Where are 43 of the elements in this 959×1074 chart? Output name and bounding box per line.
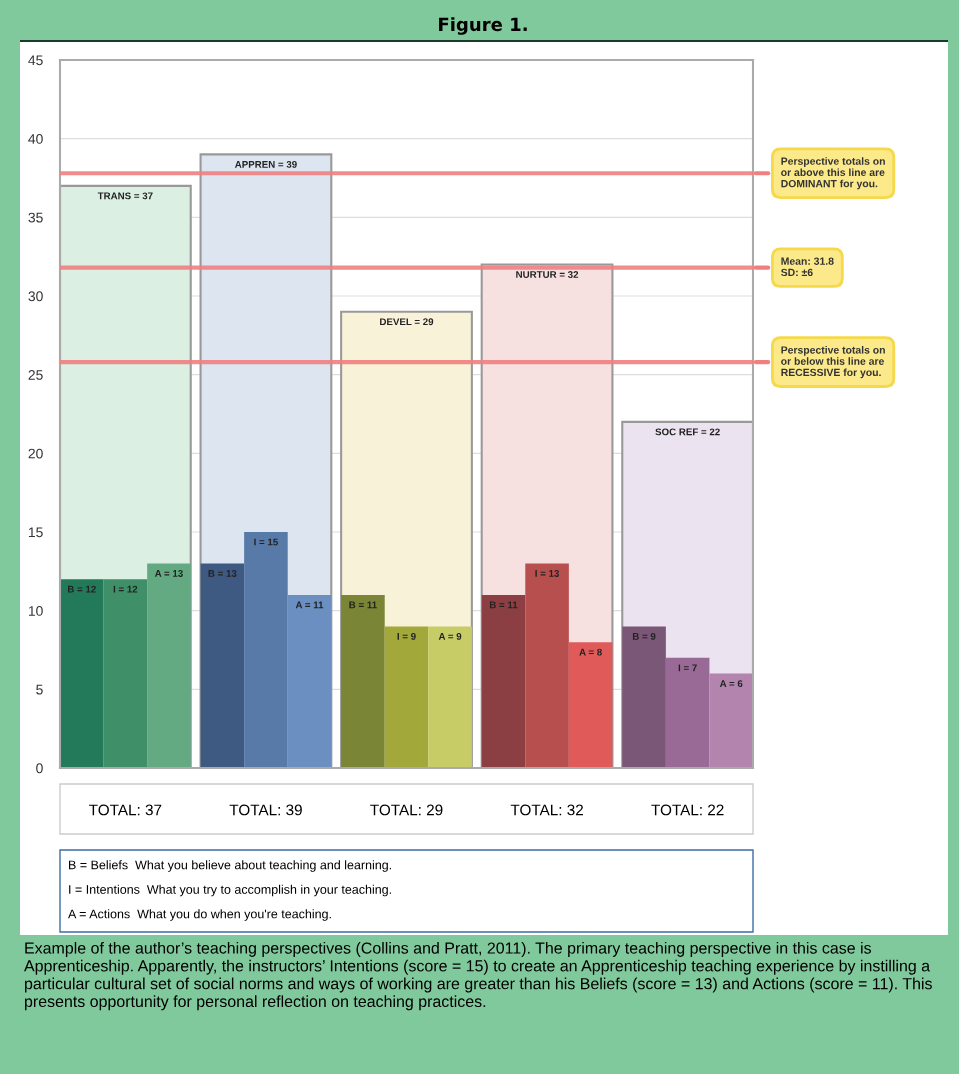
data-label: B = 11	[489, 601, 518, 609]
ref-line-label: Mean: 31.8 SD: ±6	[781, 257, 834, 277]
data-label: A = 9	[438, 632, 462, 640]
y-tick-label: 30	[28, 291, 43, 302]
ref-line-label: Perspective totals on or above this line are DOMINANT for you.	[781, 157, 885, 190]
data-label: TRANS = 37	[97, 192, 153, 200]
y-tick-label: 40	[28, 134, 43, 144]
x-tick-label: TOTAL: 22	[651, 804, 724, 816]
text: A = Actions What you do when you're teaching.	[68, 909, 331, 921]
data-label: B = 13	[208, 570, 237, 577]
data-label: APPREN = 39	[234, 160, 297, 168]
text: B = Beliefs What you believe about teaching and learning.	[69, 860, 392, 872]
chart-title: Figure 1.	[439, 17, 527, 35]
data-label: I = 12	[113, 585, 138, 593]
data-label: A = 11	[295, 601, 324, 609]
y-tick-label: 20	[28, 448, 43, 459]
data-label: NURTUR = 32	[516, 271, 579, 278]
y-tick-label: 25	[28, 370, 43, 380]
ref-line-label: Perspective totals on or below this line are RECESSIVE for you.	[781, 346, 885, 379]
data-label: B = 9	[632, 632, 656, 640]
data-label: A = 8	[579, 648, 602, 656]
data-label: I = 15	[254, 538, 278, 546]
data-label: I = 7	[678, 664, 697, 672]
data-label: I = 13	[535, 570, 560, 577]
x-tick-label: TOTAL: 29	[370, 804, 443, 816]
y-tick-label: 0	[36, 763, 43, 774]
x-tick-label: TOTAL: 32	[510, 804, 583, 816]
y-tick-label: 45	[28, 55, 43, 66]
y-tick-label: 10	[28, 606, 43, 616]
data-label: A = 6	[719, 680, 743, 688]
data-label: DEVEL = 29	[380, 318, 434, 326]
y-tick-label: 35	[28, 212, 43, 223]
y-tick-label: 5	[36, 684, 43, 695]
data-label: B = 12	[67, 585, 96, 593]
x-tick-label: TOTAL: 39	[229, 804, 302, 816]
text: I = Intentions What you try to accomplish in your teaching.	[69, 884, 391, 897]
data-label: SOC REF = 22	[655, 428, 720, 436]
y-tick-label: 15	[28, 527, 43, 538]
x-tick-label: TOTAL: 37	[89, 804, 162, 816]
data-label: A = 13	[154, 570, 183, 577]
data-label: I = 9	[397, 632, 416, 640]
text: Example of the author’s teaching perspectives (Collins and Pratt, 2011). The primary teaching perspective in this case is Apprenticeship. Apparently, the instructors’ Intentions (score = 15) to create an Apprenticeship teaching experience by instilling a particular cultural set of social norms and ways of working are greater than his Beliefs (score = 13) and Actions (score = 11). This presents opportunity for personal reflection on teaching practices.	[24, 942, 932, 1011]
data-label: B = 11	[349, 601, 377, 609]
